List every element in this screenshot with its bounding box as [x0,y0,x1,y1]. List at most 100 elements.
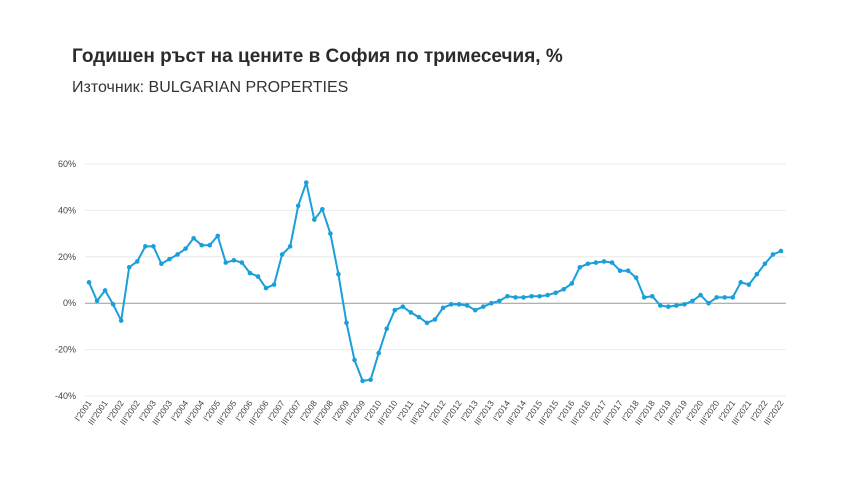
data-point [432,317,438,322]
data-point [312,217,317,222]
data-point [770,252,776,257]
data-point [641,295,647,300]
data-point [489,300,494,306]
data-point [384,326,390,332]
data-point [102,288,108,293]
data-point [666,304,671,309]
data-point [328,231,333,236]
data-point [585,261,591,267]
data-point [674,303,679,308]
y-tick-label: 0% [63,298,76,308]
data-point [617,268,623,274]
data-point [279,252,285,257]
data-point [601,259,607,264]
data-point [658,303,663,308]
data-point [505,293,510,299]
y-tick-label: -20% [55,345,76,355]
data-point [722,295,727,300]
data-point [400,304,406,309]
data-point [513,295,518,300]
data-point [706,300,711,306]
data-point [521,295,526,300]
data-point [746,282,752,287]
data-point [263,285,269,291]
data-point [167,256,172,262]
data-point [360,378,365,384]
y-axis-ticks: -40% -20% 0% 20% 40% 60% [55,159,76,401]
data-point [698,292,703,298]
data-point [569,281,575,286]
data-point [690,298,695,304]
data-point [344,320,349,326]
data-point [609,260,615,265]
data-point [336,271,341,277]
data-point [682,302,687,307]
data-point [392,307,398,313]
data-point [424,320,430,326]
data-point [303,180,309,185]
data-point [239,260,245,265]
data-point [448,302,454,307]
data-point [255,274,261,279]
data-point [416,314,422,320]
data-point [593,260,599,265]
chart-title: Годишен ръст на цените в София по тримес… [72,46,563,67]
x-axis-ticks: I'2001III'2001I'2002III'2002I'2003III'20… [72,398,785,427]
data-point [159,261,164,267]
data-point [545,292,550,298]
chart-subtitle: Източник: BULGARIAN PROPERTIES [72,79,349,96]
data-point [464,303,470,308]
data-point [320,206,325,212]
data-point [714,295,719,300]
data-point [649,293,655,299]
data-point [625,268,631,274]
data-point [247,270,253,276]
data-point [86,280,92,285]
data-point [537,293,542,299]
data-point [730,295,736,300]
data-point [126,264,132,270]
data-point [295,203,301,209]
y-tick-label: -40% [55,391,76,401]
data-point [480,304,486,309]
data-point [183,246,188,251]
data-point [94,298,100,304]
y-tick-label: 20% [58,252,76,262]
data-point [738,280,744,285]
data-point [762,261,768,267]
data-point [497,298,502,304]
data-point [754,271,760,277]
data-point [271,282,277,287]
data-point [778,248,784,254]
data-point [440,305,446,311]
data-point [199,242,204,248]
y-tick-label: 60% [58,159,76,169]
data-point [175,252,180,257]
data-point [577,264,583,270]
data-point [118,318,124,323]
data-point [456,302,462,307]
grid-lines [85,163,786,397]
data-point [191,235,196,241]
data-point [134,259,140,264]
data-point [633,275,639,280]
data-point [207,242,212,248]
data-point [215,233,221,239]
data-point [529,293,534,299]
data-point [561,286,567,292]
data-point [151,244,156,249]
data-point [352,357,357,363]
data-point [368,377,373,383]
series-layer [86,180,784,384]
data-point [376,350,381,356]
data-point [408,310,414,315]
y-tick-label: 40% [58,205,76,215]
data-point [231,257,237,263]
data-point [143,244,148,249]
data-point [287,244,293,249]
data-point [472,307,478,313]
data-point [223,260,229,265]
series-line [88,181,782,382]
data-point [110,302,116,307]
